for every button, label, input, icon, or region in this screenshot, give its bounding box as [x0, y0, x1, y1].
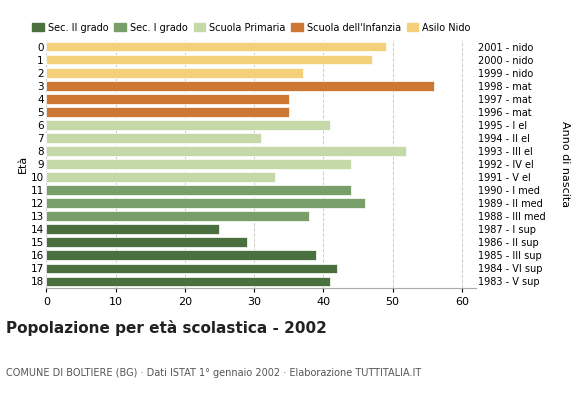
Bar: [46, 94, 289, 104]
Bar: [46, 185, 351, 195]
Bar: [46, 133, 261, 143]
Bar: [46, 55, 372, 64]
Bar: [46, 250, 316, 260]
Bar: [46, 42, 386, 52]
Bar: [46, 198, 365, 208]
Bar: [46, 238, 247, 247]
Bar: [46, 276, 330, 286]
Y-axis label: Età: Età: [17, 155, 28, 173]
Text: Popolazione per età scolastica - 2002: Popolazione per età scolastica - 2002: [6, 320, 327, 336]
Bar: [46, 224, 219, 234]
Bar: [46, 159, 351, 169]
Bar: [46, 264, 337, 273]
Bar: [46, 146, 407, 156]
Legend: Sec. II grado, Sec. I grado, Scuola Primaria, Scuola dell'Infanzia, Asilo Nido: Sec. II grado, Sec. I grado, Scuola Prim…: [32, 23, 471, 33]
Bar: [46, 211, 310, 221]
Text: COMUNE DI BOLTIERE (BG) · Dati ISTAT 1° gennaio 2002 · Elaborazione TUTTITALIA.I: COMUNE DI BOLTIERE (BG) · Dati ISTAT 1° …: [6, 368, 421, 378]
Bar: [46, 68, 303, 78]
Y-axis label: Anno di nascita: Anno di nascita: [560, 121, 570, 207]
Bar: [46, 107, 289, 117]
Bar: [46, 172, 275, 182]
Bar: [46, 120, 330, 130]
Bar: [46, 81, 434, 90]
